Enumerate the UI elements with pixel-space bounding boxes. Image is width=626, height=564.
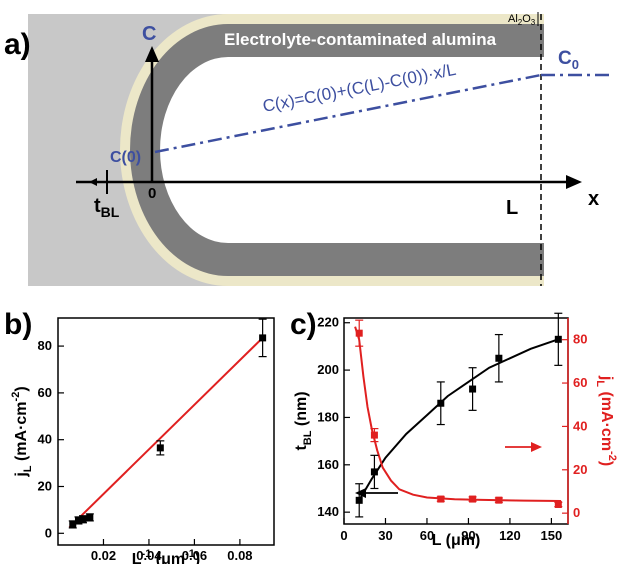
- left-data-point: [437, 399, 445, 407]
- c-axis-arrowhead: [145, 46, 159, 62]
- panel-a-schematic: a) Electrolyte-contaminated alumina Al2O…: [4, 12, 612, 286]
- chart-b: 0.02 0.04 0.06 0.08 0 20 40 60 80 L-1 (μm-1) jL (m…: [10, 317, 275, 564]
- right-y-tick-label: 60: [573, 375, 587, 390]
- tbl-arrowhead-left: [89, 178, 97, 186]
- x-tick-label: 0.08: [227, 548, 252, 563]
- left-y-axis-title: tBL (nm): [293, 391, 314, 450]
- alumina-label: Electrolyte-contaminated alumina: [224, 30, 497, 49]
- y-tick-label: 0: [45, 525, 52, 540]
- oxide-label: Al2O3: [508, 13, 536, 27]
- right-y-tick-label: 40: [573, 418, 587, 433]
- panel-a-label: a): [4, 28, 31, 61]
- x-tick-label: 0.02: [91, 548, 116, 563]
- x-tick-label: 0: [340, 528, 347, 543]
- x-axis-arrowhead: [566, 175, 582, 189]
- plot-frame: [57, 317, 275, 546]
- c-axis-label: C: [142, 23, 156, 45]
- right-axis-indicator-arrowhead: [531, 442, 542, 452]
- left-axis-indicator-arrowhead: [355, 488, 366, 498]
- tbl-label: tBL: [94, 195, 120, 220]
- c0-label: C0: [558, 48, 579, 72]
- data-point: [156, 444, 164, 452]
- right-data-point: [469, 495, 477, 503]
- c-zero-label: C(0): [110, 149, 141, 166]
- x-tick-label: 0.06: [182, 548, 207, 563]
- x-axis-title: L-1 (μm-1): [132, 548, 200, 564]
- data-point: [74, 516, 82, 524]
- x-tick-label: 30: [378, 528, 392, 543]
- right-data-point: [495, 496, 503, 504]
- x-tick-label: 120: [499, 528, 521, 543]
- x-tick-label: 0.04: [136, 548, 162, 563]
- left-y-tick-label: 220: [317, 315, 339, 330]
- x-tick-label: 90: [461, 528, 475, 543]
- x-axis-label: x: [588, 188, 599, 210]
- pore: [160, 57, 544, 243]
- right-data-point: [370, 431, 378, 439]
- data-point: [79, 515, 87, 523]
- right-fit-curve: [354, 326, 562, 502]
- panel-b-label: b): [4, 308, 32, 341]
- x-tick-label: 150: [541, 528, 563, 543]
- left-data-point: [355, 496, 363, 504]
- concentration-profile: [154, 73, 542, 154]
- l-label: L: [506, 197, 518, 219]
- left-data-point: [554, 335, 562, 343]
- data-point: [86, 513, 94, 521]
- data-point: [69, 520, 77, 528]
- right-data-point: [554, 500, 562, 508]
- left-data-point: [370, 468, 378, 476]
- right-y-tick-label: 0: [573, 505, 580, 520]
- left-y-tick-label: 200: [317, 362, 339, 377]
- right-data-point: [355, 329, 363, 337]
- origin-label: 0: [148, 185, 156, 202]
- right-y-axis-title: jL (mA·cm-2): [594, 375, 618, 466]
- left-y-tick-label: 180: [317, 409, 339, 424]
- y-axis-title: jL (mA·cm-2): [10, 386, 34, 477]
- chart-c: 0 30 60 90 120 150 140 160 180 200 220 0 20 40 60 80 L (…: [293, 312, 618, 549]
- x-tick-label: 60: [420, 528, 434, 543]
- data-point: [259, 334, 267, 342]
- linear-fit-line: [68, 336, 265, 529]
- panel-c-label: c): [290, 308, 317, 341]
- left-data-point: [469, 385, 477, 393]
- right-data-point: [437, 495, 445, 503]
- left-y-tick-label: 160: [317, 457, 339, 472]
- left-y-tick-label: 140: [317, 504, 339, 519]
- y-tick-label: 20: [38, 478, 52, 493]
- y-tick-label: 40: [38, 432, 52, 447]
- x-axis-title: L (μm): [432, 532, 481, 549]
- left-data-point: [495, 354, 503, 362]
- right-y-tick-label: 20: [573, 462, 587, 477]
- y-tick-label: 60: [38, 385, 52, 400]
- right-y-tick-label: 80: [573, 332, 587, 347]
- y-tick-label: 80: [38, 338, 52, 353]
